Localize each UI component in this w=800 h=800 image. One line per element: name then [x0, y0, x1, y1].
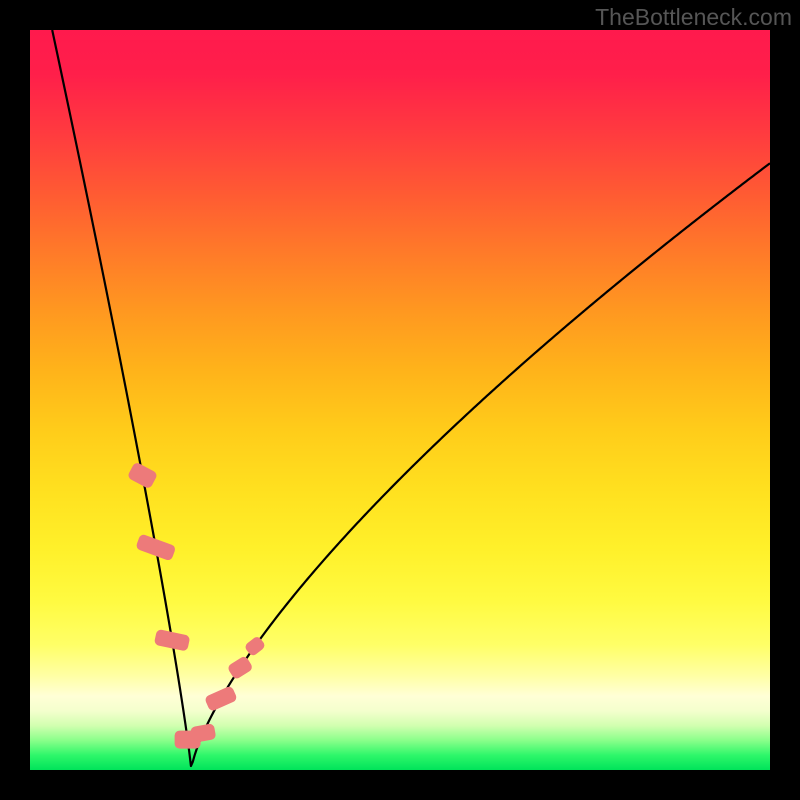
chart-svg: [0, 0, 800, 800]
gradient-background: [30, 30, 770, 770]
plot-area: [30, 30, 770, 770]
chart-stage: TheBottleneck.com: [0, 0, 800, 800]
watermark-text: TheBottleneck.com: [595, 4, 792, 31]
